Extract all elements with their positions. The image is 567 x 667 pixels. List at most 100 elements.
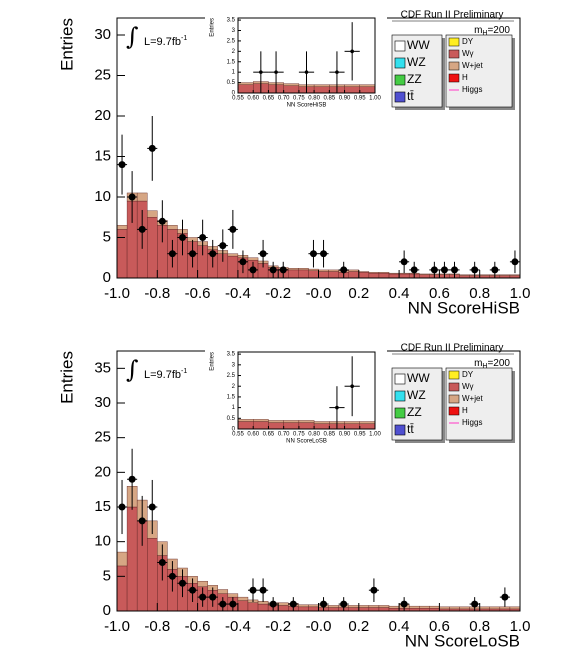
data-point — [199, 593, 207, 601]
bar-segment — [217, 589, 229, 594]
data-point — [304, 70, 309, 74]
luminosity-exponent: -1 — [181, 35, 187, 42]
x-tick-label: 0.95 — [354, 96, 366, 102]
bar-segment — [368, 272, 380, 274]
legend-label: WW — [407, 371, 430, 385]
data-point — [249, 266, 257, 274]
integral-sign: ∫ — [126, 23, 139, 51]
y-tick-label: 1.5 — [227, 59, 236, 65]
data-point — [279, 266, 287, 274]
bar-segment — [313, 86, 330, 94]
legend-swatch — [448, 382, 460, 392]
x-tick-label: 0.6 — [429, 285, 450, 302]
bar-segment — [358, 607, 370, 612]
x-tick-label: 0.80 — [308, 96, 320, 102]
data-point — [350, 49, 354, 54]
y-tick-label: 35 — [94, 359, 111, 376]
legend-swatch — [448, 37, 460, 47]
bar-segment — [328, 269, 339, 272]
x-tick-label: 0.8 — [469, 618, 490, 635]
data-point — [410, 266, 418, 274]
legend-label: W+jet — [462, 394, 483, 403]
x-tick-label: 0.55 — [232, 432, 244, 438]
bar-segment — [398, 273, 410, 279]
y-tick-label: 25 — [94, 66, 111, 83]
luminosity-value: L=9.7fb — [144, 36, 181, 48]
bar-segment — [237, 600, 249, 612]
legend-label: DY — [462, 370, 474, 379]
bar-segment — [116, 551, 128, 567]
bar-segment — [283, 83, 300, 86]
bar-segment — [278, 602, 289, 606]
data-point — [340, 600, 348, 608]
legend-label: ZZ — [407, 405, 422, 419]
x-tick-label: -1.0 — [104, 285, 130, 302]
y-tick-label: 2.5 — [227, 38, 236, 44]
data-point — [219, 242, 227, 250]
bar-segment — [298, 420, 315, 423]
bar-segment — [348, 605, 360, 608]
legend-box — [445, 367, 513, 441]
bar-segment — [499, 606, 511, 610]
bar-segment — [348, 271, 360, 279]
mass-label: mH=200 — [474, 358, 510, 370]
legend-swatch — [448, 49, 460, 59]
bar-segment — [378, 272, 390, 279]
data-point — [178, 234, 186, 242]
x-tick-label: 1.00 — [369, 96, 381, 102]
legend-label: W+jet — [462, 61, 483, 70]
bar-segment — [147, 217, 158, 279]
legend-swatch — [394, 407, 406, 419]
data-point — [320, 600, 328, 608]
legend-swatch — [448, 370, 460, 380]
bar-segment — [499, 274, 511, 276]
x-tick-label: 0.55 — [232, 96, 244, 102]
data-point — [209, 250, 217, 258]
x-tick-label: 1.0 — [510, 285, 531, 302]
legend-swatch — [448, 406, 460, 416]
bar-segment — [509, 274, 521, 276]
luminosity-value: L=9.7fb — [144, 369, 181, 381]
bar-segment — [197, 580, 208, 587]
bar-segment — [344, 421, 360, 424]
luminosity-exponent: -1 — [181, 368, 187, 375]
y-tick-label: 1 — [232, 70, 236, 76]
x-axis-label: NN ScoreLoSB — [405, 631, 520, 650]
data-point — [309, 250, 317, 258]
data-point — [269, 600, 277, 608]
bar-segment — [344, 86, 360, 94]
x-tick-label: 0.65 — [263, 432, 275, 438]
bar-segment — [358, 272, 370, 279]
y-tick-label: 30 — [94, 26, 111, 43]
bar-segment — [328, 605, 339, 608]
inset-background — [205, 344, 387, 454]
x-tick-label: 0.6 — [429, 618, 450, 635]
y-axis-label: Entries — [210, 352, 216, 371]
legend-label: Wγ — [462, 382, 474, 391]
bar-segment — [237, 596, 249, 601]
legend-swatch — [394, 40, 406, 52]
bar-segment — [237, 421, 254, 430]
experiment-label: CDF Run II Preliminary — [401, 343, 504, 354]
x-tick-label: 0.60 — [247, 96, 259, 102]
data-point — [209, 593, 217, 601]
y-tick-label: 3.5 — [227, 18, 236, 24]
legend-label: WZ — [407, 388, 426, 402]
x-tick-label: -0.2 — [265, 618, 291, 635]
data-point — [400, 258, 408, 266]
bar-segment — [328, 271, 339, 279]
x-tick-label: -0.6 — [185, 285, 211, 302]
bar-segment — [358, 605, 370, 608]
mass-symbol: m — [474, 25, 482, 36]
data-point — [158, 217, 166, 225]
bar-segment — [388, 273, 400, 279]
x-axis-label: NN ScoreHiSB — [408, 298, 520, 317]
bar-segment — [288, 268, 299, 271]
bar-segment — [439, 606, 450, 610]
x-tick-label: -0.0 — [306, 285, 332, 302]
legend-swatch — [448, 61, 460, 71]
bar-segment — [298, 269, 309, 279]
bar-segment — [429, 605, 440, 609]
bar-segment — [318, 271, 329, 279]
